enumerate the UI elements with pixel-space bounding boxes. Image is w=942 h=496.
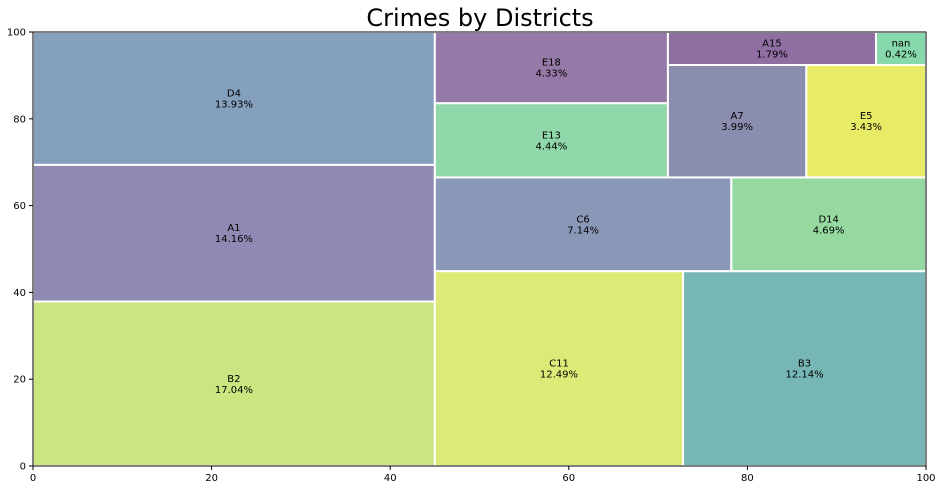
cell-percent-label: 17.04%: [215, 385, 253, 396]
cell-percent-label: 13.93%: [215, 99, 253, 110]
cell-percent-label: 7.14%: [567, 225, 599, 236]
cell-percent-label: 4.69%: [813, 225, 845, 236]
treemap-rect-nan: [874, 31, 928, 66]
cell-percent-label: 14.16%: [215, 234, 253, 245]
treemap-rect-b3: [682, 270, 927, 467]
cell-percent-label: 12.49%: [540, 370, 578, 381]
x-tick-label: 40: [384, 473, 397, 484]
cell-name-label: A7: [731, 111, 744, 122]
cell-percent-label: 0.42%: [885, 49, 917, 60]
cell-name-label: C11: [549, 359, 569, 370]
cell-name-label: D14: [818, 214, 838, 225]
cell-name-label: A15: [762, 38, 782, 49]
y-tick-label: 20: [13, 375, 26, 386]
cell-percent-label: 1.79%: [756, 49, 788, 60]
treemap-cell-c6: C67.14%: [433, 176, 733, 273]
treemap-rect-a15: [666, 31, 877, 66]
chart-title: Crimes by Districts: [366, 4, 593, 32]
cell-name-label: E13: [542, 130, 561, 141]
cell-name-label: D4: [227, 88, 241, 99]
treemap-rect-b2: [32, 300, 436, 467]
y-tick-label: 100: [7, 28, 26, 39]
x-tick-label: 0: [30, 473, 36, 484]
cell-name-label: B3: [798, 359, 811, 370]
cell-name-label: E5: [860, 111, 873, 122]
treemap-rect-e13: [433, 102, 669, 179]
x-tick-label: 20: [205, 473, 218, 484]
cell-percent-label: 12.14%: [785, 370, 823, 381]
cell-name-label: A1: [227, 223, 240, 234]
cell-name-label: nan: [892, 38, 911, 49]
treemap-cell-e5: E53.43%: [805, 63, 928, 179]
cell-percent-label: 3.99%: [721, 122, 753, 133]
treemap-rect-e18: [433, 31, 669, 105]
cell-percent-label: 4.44%: [535, 141, 567, 152]
treemap-rect-a1: [32, 163, 436, 303]
y-tick-label: 40: [13, 288, 26, 299]
treemap-rect-c11: [433, 270, 685, 467]
cell-name-label: B2: [227, 374, 240, 385]
cell-name-label: E18: [542, 58, 561, 69]
x-tick-label: 80: [741, 473, 754, 484]
plot-frame: [32, 31, 927, 467]
treemap-rect-d14: [730, 176, 927, 273]
treemap-cells: B217.04%A114.16%D413.93%C1112.49%B312.14…: [32, 31, 928, 467]
treemap-rect-a7: [666, 63, 808, 179]
cell-name-label: C6: [576, 214, 589, 225]
cell-percent-label: 4.33%: [535, 69, 567, 80]
x-tick-label: 100: [916, 473, 935, 484]
cell-percent-label: 3.43%: [850, 122, 882, 133]
y-tick-label: 60: [13, 201, 26, 212]
x-tick-label: 60: [562, 473, 575, 484]
y-tick-label: 80: [13, 114, 26, 125]
treemap-cell-a7: A73.99%: [666, 63, 808, 179]
axes: 0 20 40 60 80 100 0 20 40 60 80 100: [7, 28, 936, 485]
y-tick-label: 0: [20, 462, 26, 473]
treemap-rect-c6: [433, 176, 733, 273]
